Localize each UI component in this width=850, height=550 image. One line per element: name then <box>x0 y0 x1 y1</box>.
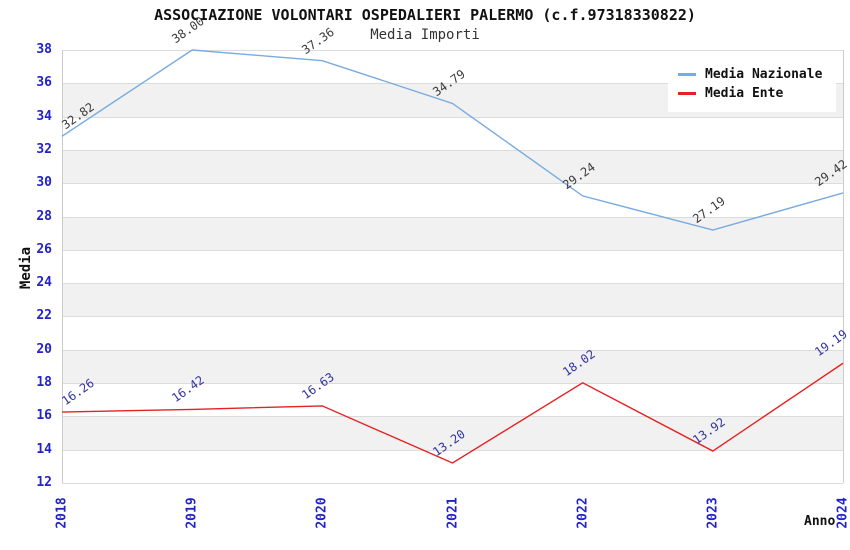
plot-band <box>62 183 843 217</box>
y-tick-label: 34 <box>36 108 52 124</box>
gridline <box>62 383 843 385</box>
plot-band <box>62 449 843 483</box>
gridline <box>62 349 843 351</box>
x-tick-label: 2024 <box>835 497 850 529</box>
plot-band <box>62 249 843 284</box>
gridline <box>62 116 843 118</box>
plot-band <box>62 149 843 184</box>
chart-legend: Media Nazionale Media Ente <box>668 56 837 112</box>
data-point-label: 38.00 <box>169 13 207 47</box>
legend-label: Media Nazionale <box>705 67 823 82</box>
x-tick-label: 2020 <box>314 497 330 529</box>
y-tick-label: 18 <box>36 375 52 391</box>
y-tick-label: 32 <box>36 141 52 157</box>
y-tick-label: 30 <box>36 175 52 191</box>
y-axis-title: Media <box>18 246 34 290</box>
plot-band <box>62 316 843 350</box>
x-tick-label: 2019 <box>184 497 200 529</box>
y-tick-label: 22 <box>36 308 52 324</box>
y-tick-label: 12 <box>36 475 52 490</box>
y-tick-label: 24 <box>36 275 52 291</box>
media-nazionale-line-swatch <box>678 73 696 76</box>
media-ente-line-swatch <box>678 92 696 95</box>
x-axis-title: Anno <box>804 514 836 529</box>
y-tick-label: 26 <box>36 241 52 257</box>
gridline <box>62 183 843 185</box>
y-tick-label: 14 <box>36 441 52 457</box>
gridline <box>62 249 843 251</box>
gridline <box>62 416 843 418</box>
chart-main-title: ASSOCIAZIONE VOLONTARI OSPEDALIERI PALER… <box>154 6 696 24</box>
gridline <box>62 50 843 51</box>
y-tick-label: 38 <box>36 42 52 57</box>
x-tick-label: 2023 <box>705 497 721 529</box>
plot-band <box>62 116 843 150</box>
plot-border <box>62 50 63 483</box>
x-tick-label: 2021 <box>445 497 460 529</box>
y-tick-label: 36 <box>36 75 52 91</box>
plot-border <box>843 50 844 483</box>
legend-entry-media-ente: Media Ente <box>678 86 822 101</box>
y-tick-label: 20 <box>36 341 52 357</box>
plot-band <box>62 349 843 384</box>
x-tick-label: 2022 <box>575 497 591 529</box>
gridline <box>62 483 843 484</box>
plot-band <box>62 216 843 250</box>
x-tick-label: 2018 <box>54 497 70 529</box>
gridline <box>62 283 843 285</box>
y-tick-label: 16 <box>36 408 52 424</box>
plot-band <box>62 283 843 317</box>
y-tick-label: 28 <box>36 208 52 224</box>
legend-entry-media-nazionale: Media Nazionale <box>678 67 822 82</box>
gridline <box>62 216 843 218</box>
gridline <box>62 449 843 451</box>
gridline <box>62 149 843 151</box>
legend-label: Media Ente <box>705 86 784 101</box>
gridline <box>62 316 843 318</box>
chart-subtitle: Media Importi <box>370 27 480 43</box>
